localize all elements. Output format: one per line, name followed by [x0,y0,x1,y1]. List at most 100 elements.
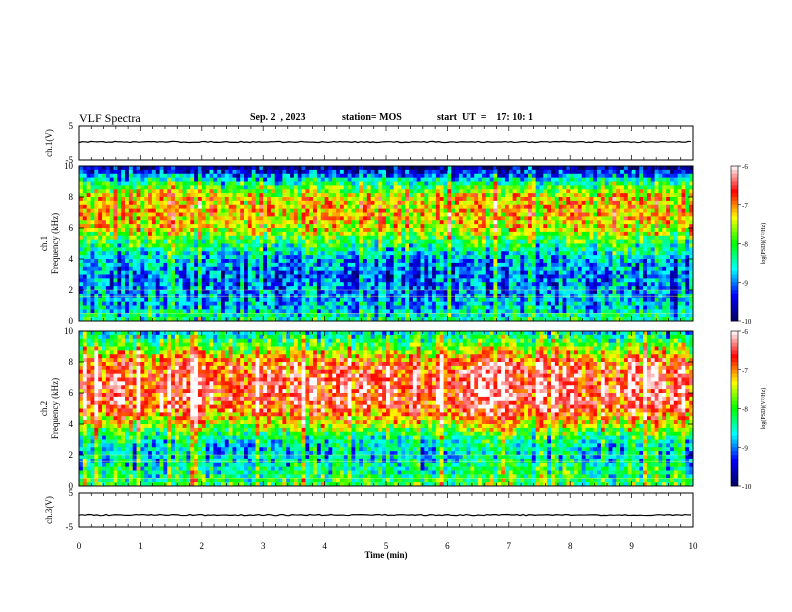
spectrogram-cell [201,220,207,225]
spectrogram-cell [401,220,406,225]
spectrogram-cell [297,185,302,190]
spectrogram-cell [474,235,479,241]
spectrogram-cell [209,297,214,303]
spectrogram-cell [336,181,341,186]
spectrogram-cell [79,282,84,287]
spectrogram-cell [443,262,448,268]
spectrogram-cell [236,297,241,303]
spectrogram-cell [439,282,444,287]
spectrogram-cell [113,169,118,175]
spectrogram-cell [220,212,226,217]
spectrogram-cell [205,278,210,283]
spectrogram-cell [378,301,383,306]
spectrogram-cell [347,251,352,256]
spectrogram-cell [309,220,314,225]
spectrogram-cell [397,193,402,198]
spectrogram-cell [136,317,141,322]
spectrogram-cell [90,278,95,283]
spectrogram-cell [370,177,375,182]
spectrogram-cell [535,208,540,213]
spectrogram-cell [190,286,195,291]
spectrogram-cell [186,173,191,179]
spectrogram-cell [255,313,260,318]
spectrogram-cell [251,259,256,264]
spectrogram-cell [128,220,134,225]
spectrogram-cell [378,212,383,217]
spectrogram-cell [458,286,464,291]
spectrogram-cell [102,317,107,322]
spectrogram-cell [105,313,111,318]
spectrogram-cell [244,286,249,291]
spectrogram-cell [259,286,264,291]
spectrogram-cell [416,185,421,190]
spectrogram-cell [220,193,226,198]
spectrogram-cell [539,290,544,295]
spectrogram-cell [251,228,256,233]
spectrogram-cell [336,282,341,287]
spectrogram-cell [255,243,260,248]
spectrogram-cell [82,313,88,318]
spectrogram-cell [159,305,164,310]
spectrogram-cell [424,266,429,272]
spectrogram-cell [435,270,441,275]
spectrogram-cell [240,189,245,194]
spectrogram-cell [401,286,406,291]
spectrogram-cell [163,181,168,186]
spectrogram-cell [539,173,544,179]
spectrogram-cell [320,290,325,295]
spectrogram-cell [121,266,126,272]
spectrogram-cell [343,220,349,225]
spectrogram-cell [128,317,134,322]
spectrogram-cell [359,212,364,217]
spectrogram-cell [155,220,160,225]
spectrogram-cell [520,278,525,283]
spectrogram-cell [213,251,218,256]
spectrogram-cell [336,278,341,283]
spectrogram-cell [504,181,510,186]
spectrogram-cell [428,200,433,206]
spectrogram-cell [416,262,421,268]
spectrogram-cell [401,239,406,244]
spectrogram-cell [470,243,475,248]
spectrogram-cell [309,266,314,272]
spectrogram-cell [524,208,529,213]
spectrogram-cell [132,177,137,182]
spectrogram-cell [251,189,256,194]
spectrogram-cell [520,309,525,314]
spectrogram-cell [174,282,180,287]
spectrogram-cell [466,204,471,210]
spectrogram-cell [432,239,437,244]
spectrogram-cell [297,278,302,283]
spectrogram-cell [190,255,195,260]
spectrogram-cell [520,297,525,303]
spectrogram-cell [332,243,337,248]
spectrogram-cell [512,197,517,202]
spectrogram-cell [343,301,349,306]
spectrogram-cell [163,169,168,175]
spectrogram-cell [466,251,471,256]
spectrogram-cell [105,262,111,268]
spectrogram-cell [451,177,456,182]
spectrogram-cell [293,243,299,248]
spectrogram-cell [274,185,279,190]
spectrogram-cell [90,297,95,303]
spectrogram-cell [125,290,130,295]
spectrogram-cell [343,278,349,283]
spectrogram-cell [481,220,487,225]
spectrogram-cell [174,200,180,206]
spectrogram-cell [324,177,329,182]
spectrogram-cell [447,169,452,175]
spectrogram-cell [113,313,118,318]
spectrogram-cell [347,235,352,241]
spectrogram-cell [501,239,506,244]
spectrogram-cell [439,173,444,179]
spectrogram-cell [366,247,372,252]
spectrogram-cell [420,177,425,182]
spectrogram-cell [343,266,349,272]
spectrogram-cell [194,204,199,210]
spectrogram-cell [132,290,137,295]
spectrogram-cell [267,255,272,260]
spectrogram-cell [113,274,118,279]
spectrogram-cell [316,208,322,213]
spectrogram-cell [343,282,349,287]
